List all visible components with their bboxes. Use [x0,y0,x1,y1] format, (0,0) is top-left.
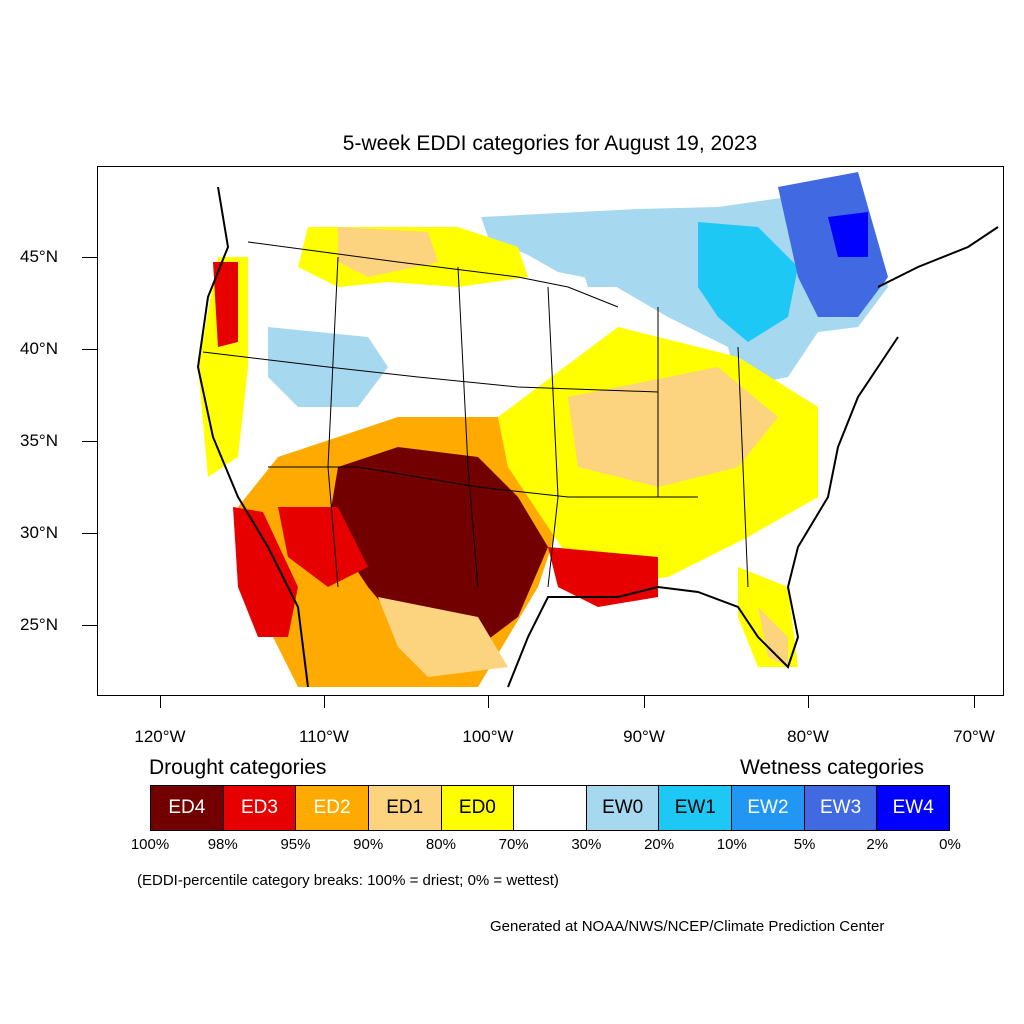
lat-label-45: 45°N [20,247,58,266]
legend-swatch-ew0: EW0 [586,786,660,830]
lon-label-100: 100°W [462,727,514,746]
legend-swatch-ed2: ED2 [296,786,369,830]
lon-tick-90 [644,696,645,708]
lat-tick-35 [82,441,97,442]
boundaries [202,241,749,588]
percentile-label: 20% [644,836,675,853]
lon-label-70: 70°W [953,727,995,746]
lon-tick-70 [974,696,975,708]
category-legend: ED4 ED3 ED2 ED1 ED0 EW0 EW1 EW2 EW3 EW4 [150,785,950,831]
legend-swatch-ed0: ED0 [441,786,515,830]
map-canvas [196,172,999,688]
lon-tick-110 [324,696,325,708]
percentile-label: 30% [571,836,602,853]
map-title: 5-week EDDI categories for August 19, 20… [342,132,758,155]
lon-label-120: 120°W [134,727,186,746]
percentile-label: 10% [716,836,747,853]
percentile-label: 98% [207,836,238,853]
legend-swatch-ew4: EW4 [877,786,950,830]
percentile-label: 70% [498,836,529,853]
lon-tick-100 [488,696,489,708]
legend-swatch-ed3: ED3 [223,786,297,830]
lon-tick-120 [160,696,161,708]
lat-tick-40 [82,349,97,350]
percentile-label: 90% [353,836,384,853]
eddi-map [97,166,1004,696]
category-note: (EDDI-percentile category breaks: 100% =… [137,872,559,889]
lat-tick-45 [82,257,97,258]
lat-label-25: 25°N [20,615,58,634]
legend-swatch-neutral [514,786,587,830]
lat-label-35: 35°N [20,431,58,450]
percentile-label: 0% [939,836,961,853]
legend-swatch-ew1: EW1 [659,786,733,830]
percentile-label: 80% [425,836,456,853]
legend-swatch-ed4: ED4 [151,786,224,830]
credit-line: Generated at NOAA/NWS/NCEP/Climate Predi… [490,918,885,935]
lon-label-110: 110°W [299,727,349,746]
lon-tick-80 [808,696,809,708]
coastline [196,186,999,688]
percentile-label: 95% [280,836,311,853]
legend-swatch-ew3: EW3 [804,786,878,830]
drought-heading: Drought categories [149,756,327,779]
legend-swatch-ew2: EW2 [732,786,805,830]
lon-label-90: 90°W [623,727,665,746]
lon-label-80: 80°W [787,727,829,746]
lat-label-30: 30°N [20,523,58,542]
lat-tick-30 [82,533,97,534]
lat-label-40: 40°N [20,339,58,358]
percentile-label: 2% [866,836,889,853]
percentile-label: 5% [793,836,816,853]
lat-tick-25 [82,625,97,626]
legend-swatch-ed1: ED1 [368,786,442,830]
wet-regions [268,172,888,407]
percentile-label: 100% [130,836,170,853]
wetness-heading: Wetness categories [740,756,925,779]
